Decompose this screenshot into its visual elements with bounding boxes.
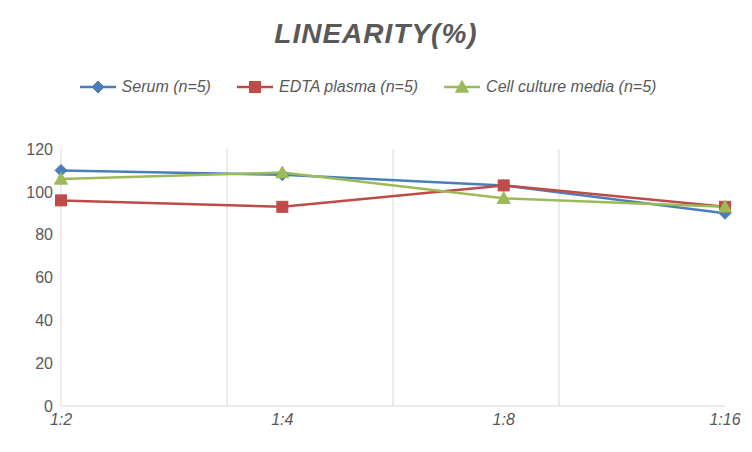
svg-text:1:8: 1:8 <box>493 411 515 428</box>
html-text:Serum (n=5): Serum (n=5) <box>121 78 211 95</box>
svg-text:1:2: 1:2 <box>50 411 72 428</box>
svg-text:80: 80 <box>35 226 53 243</box>
html-text:EDTA plasma (n=5): EDTA plasma (n=5) <box>279 78 419 95</box>
svg-text:20: 20 <box>35 355 53 372</box>
svg-text:120: 120 <box>26 141 53 158</box>
html-text:Cell culture media (n=5): Cell culture media (n=5) <box>486 78 657 95</box>
svg-text:40: 40 <box>35 312 53 329</box>
svg-text:0: 0 <box>44 398 53 415</box>
svg-text:1:4: 1:4 <box>271 411 293 428</box>
html-text:LINEARITY(%): LINEARITY(%) <box>274 18 478 49</box>
svg-text:1:16: 1:16 <box>709 411 740 428</box>
svg-text:60: 60 <box>35 269 53 286</box>
svg-text:100: 100 <box>26 184 53 201</box>
